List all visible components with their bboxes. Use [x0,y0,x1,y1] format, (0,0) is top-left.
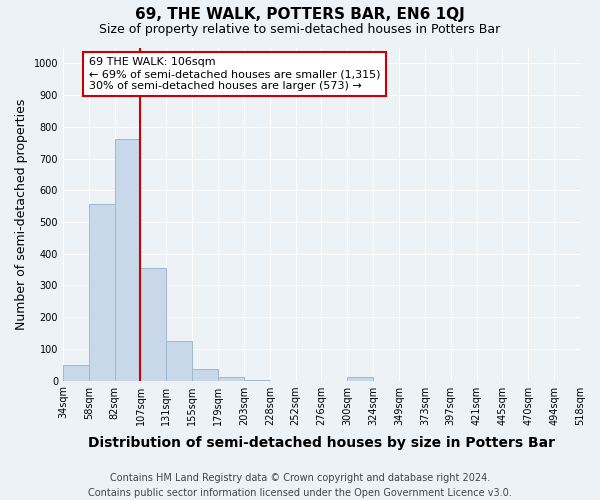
Bar [347,378,373,380]
Bar [192,370,218,380]
Bar [115,140,140,380]
Bar [218,376,244,380]
Bar [166,341,192,380]
Bar [89,204,115,380]
Y-axis label: Number of semi-detached properties: Number of semi-detached properties [15,98,28,330]
Text: Contains HM Land Registry data © Crown copyright and database right 2024.
Contai: Contains HM Land Registry data © Crown c… [88,472,512,498]
Bar [140,268,166,380]
X-axis label: Distribution of semi-detached houses by size in Potters Bar: Distribution of semi-detached houses by … [88,436,555,450]
Text: 69 THE WALK: 106sqm
← 69% of semi-detached houses are smaller (1,315)
30% of sem: 69 THE WALK: 106sqm ← 69% of semi-detach… [89,58,380,90]
Text: 69, THE WALK, POTTERS BAR, EN6 1QJ: 69, THE WALK, POTTERS BAR, EN6 1QJ [135,8,465,22]
Text: Size of property relative to semi-detached houses in Potters Bar: Size of property relative to semi-detach… [100,22,500,36]
Bar [63,364,89,380]
